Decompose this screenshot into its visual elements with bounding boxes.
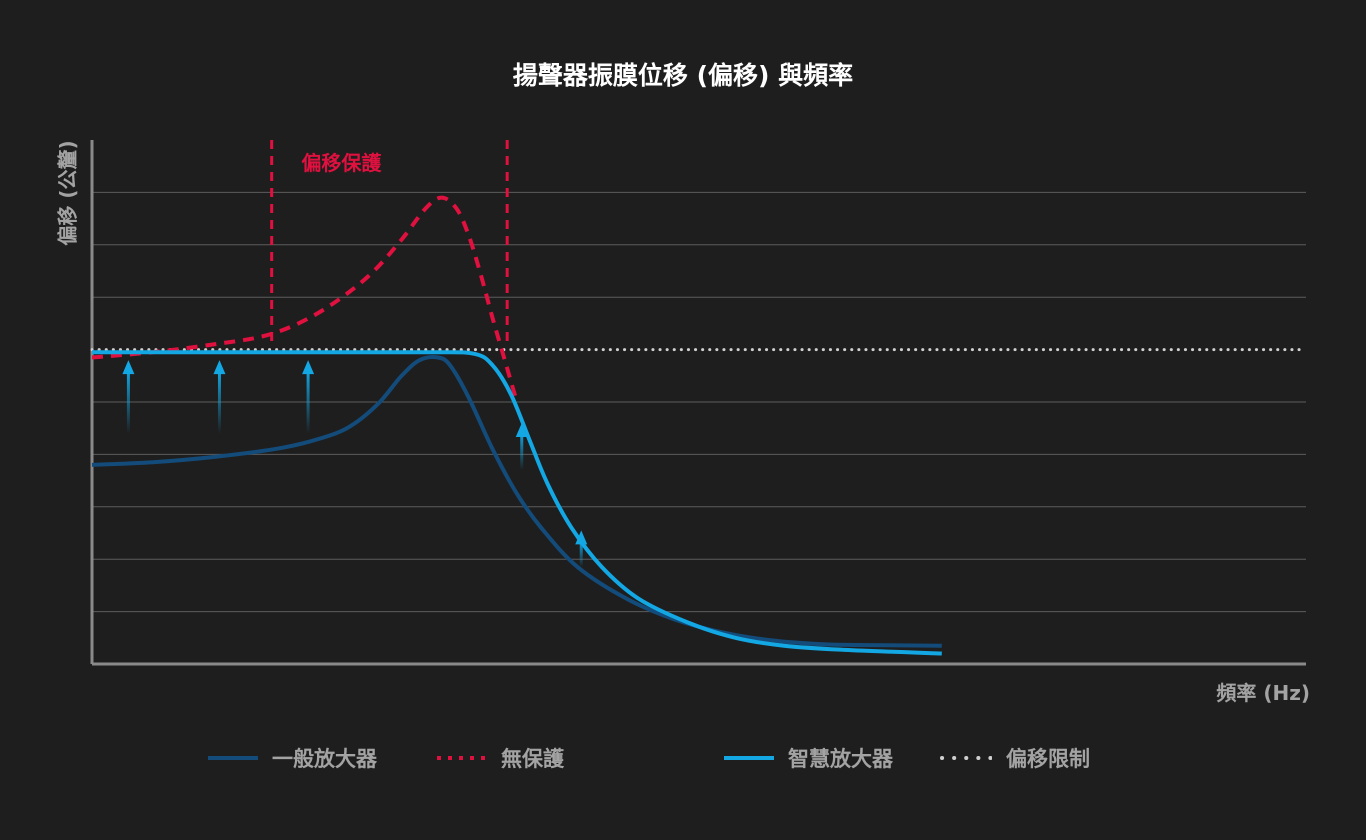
boost-arrow-shaft [306, 370, 310, 434]
legend-item-standard-amp: 一般放大器 [208, 743, 377, 773]
legend-item-excursion-limit: 偏移限制 [940, 743, 1090, 773]
boost-arrow-shaft [520, 432, 524, 471]
series-standard-amp [91, 355, 942, 648]
boost-arrow [302, 360, 315, 434]
boost-arrow-head [122, 360, 135, 375]
legend-item-no-protection: 無保護 [437, 743, 564, 773]
boost-arrow [122, 360, 135, 434]
series-lines [91, 195, 942, 656]
boost-arrow-head [302, 360, 315, 375]
series-smart-amp [91, 350, 942, 656]
boost-arrow [575, 530, 588, 568]
boost-arrow-shaft [217, 370, 221, 434]
chart-title: 揚聲器振膜位移 (偏移) 與頻率 [512, 61, 854, 90]
legend-label-standard-amp: 一般放大器 [272, 747, 377, 771]
legend-swatch-smart-amp [724, 756, 774, 760]
legend-label-no-protection: 無保護 [501, 747, 564, 771]
legend-swatch-standard-amp [208, 756, 258, 760]
axes [90, 140, 1308, 666]
legend-label-excursion-limit: 偏移限制 [1006, 747, 1090, 771]
x-axis-label: 頻率 (Hz) [1216, 681, 1310, 705]
boost-arrow-shaft [126, 370, 130, 434]
grid-lines [92, 191, 1306, 613]
boost-arrow [515, 422, 528, 471]
boost-arrow-shaft [579, 540, 583, 568]
legend-swatch-excursion-limit [940, 756, 992, 760]
protection-zone: 偏移保護 [270, 140, 509, 346]
protection-zone-label: 偏移保護 [301, 151, 382, 175]
boost-arrow [213, 360, 226, 434]
boost-arrows [122, 360, 588, 568]
series-no-protection [91, 195, 519, 403]
legend-item-smart-amp: 智慧放大器 [724, 743, 893, 773]
legend-swatch-no-protection [437, 756, 487, 760]
boost-arrow-head [213, 360, 226, 375]
boost-arrow-head [515, 422, 528, 437]
boost-arrow-head [575, 530, 588, 545]
legend-label-smart-amp: 智慧放大器 [788, 747, 893, 771]
